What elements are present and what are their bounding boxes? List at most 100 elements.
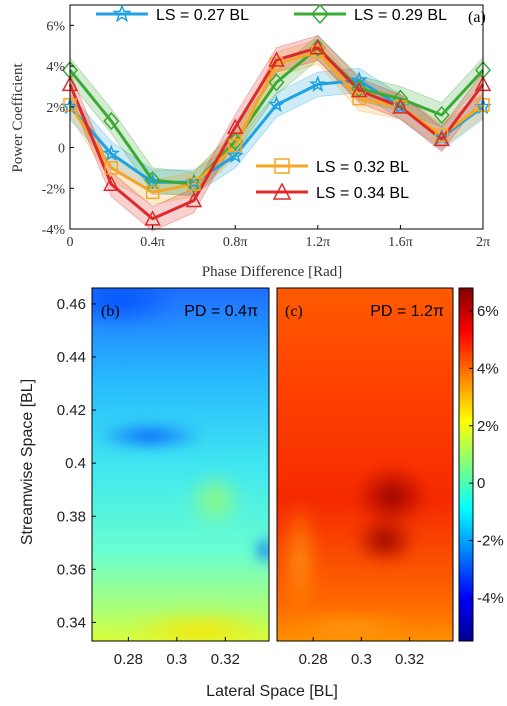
data-point bbox=[391, 97, 410, 115]
heatmap-x-axis-label: Lateral Space [BL] bbox=[206, 683, 338, 700]
y-tick-label: 0.44 bbox=[57, 349, 86, 366]
data-point bbox=[432, 128, 451, 145]
y-tick-label: 6% bbox=[46, 19, 65, 34]
legend-item: LS = 0.29 BL bbox=[294, 3, 447, 25]
data-point bbox=[268, 51, 285, 67]
panel-label-a: (a) bbox=[468, 9, 486, 26]
heatmap-panel-c: 0.28 0.3 0.32 (c) PD = 1.2π bbox=[276, 287, 454, 668]
y-tick-label: -2% bbox=[42, 182, 66, 197]
x-tick-label: 2π bbox=[476, 235, 490, 250]
y-tick-label: -4% bbox=[42, 223, 66, 238]
x-tick-label: 0.4π bbox=[140, 235, 165, 250]
data-point bbox=[226, 146, 244, 164]
line-chart-panel: 0 0.4π 0.8π 1.2π 1.6π 2π -4% -2% 0 2% 4% 6% Phase … bbox=[10, 3, 492, 280]
legend-marker bbox=[272, 182, 292, 200]
legend-item: LS = 0.32 BL bbox=[256, 158, 409, 176]
y-tick-label: 0.46 bbox=[57, 296, 86, 313]
heatmap-c-field bbox=[277, 288, 453, 641]
legend-item: LS = 0.34 BL bbox=[256, 182, 409, 202]
x-tick-label: 0.3 bbox=[351, 651, 372, 668]
data-point bbox=[103, 175, 120, 191]
heatmap-b-x-ticks: 0.28 0.3 0.32 bbox=[114, 637, 240, 668]
y-axis-ticks: -4% -2% 0 2% 4% 6% bbox=[42, 19, 74, 238]
data-point bbox=[226, 118, 244, 134]
x-tick-label: 1.2π bbox=[306, 235, 331, 250]
legend-item: LS = 0.27 BL bbox=[96, 3, 249, 24]
heatmap-b-y-ticks: 0.46 0.44 0.42 0.4 0.38 0.36 0.34 bbox=[57, 296, 96, 631]
data-point bbox=[309, 39, 327, 55]
x-tick-label: 0.28 bbox=[299, 651, 328, 668]
x-tick-label: 0.32 bbox=[211, 651, 240, 668]
legend-marker bbox=[274, 158, 290, 174]
series-lines bbox=[68, 45, 485, 221]
data-point bbox=[102, 144, 121, 162]
colorbar-tick-label: -2% bbox=[477, 533, 504, 550]
data-point bbox=[185, 191, 203, 208]
data-point bbox=[392, 89, 409, 108]
y-tick-label: 0.36 bbox=[57, 561, 86, 578]
heatmap-b-field bbox=[92, 288, 269, 641]
data-point bbox=[104, 161, 119, 175]
y-tick-label: 0.34 bbox=[57, 614, 86, 631]
colorbar-ticks: 6% 4% 2% 0 -2% -4% bbox=[469, 303, 504, 607]
data-point bbox=[434, 128, 449, 143]
data-point bbox=[143, 173, 162, 190]
panel-label-c: (c) bbox=[285, 303, 303, 320]
series-line bbox=[68, 45, 485, 186]
legend-label: LS = 0.32 BL bbox=[316, 159, 409, 176]
data-point bbox=[352, 91, 366, 106]
data-point bbox=[350, 81, 368, 98]
data-point bbox=[228, 138, 242, 153]
x-tick-label: 0.8π bbox=[223, 235, 248, 250]
heatmap-panel-b: 0.28 0.3 0.32 0.460.440.420.40.380.360.34 … bbox=[19, 287, 270, 668]
series-markers bbox=[61, 38, 492, 226]
colorbar-tick-label: 0 bbox=[477, 475, 485, 492]
data-point bbox=[433, 105, 450, 125]
data-point bbox=[144, 170, 161, 190]
x-tick-label: 0 bbox=[67, 235, 74, 250]
x-tick-label: 0.3 bbox=[166, 651, 187, 668]
heatmap-c-frame bbox=[276, 287, 454, 642]
legend-marker bbox=[310, 3, 330, 25]
plot-frame bbox=[69, 4, 484, 230]
legend-label: LS = 0.34 BL bbox=[316, 185, 409, 202]
x-axis-label: Phase Difference [Rad] bbox=[202, 264, 343, 280]
data-point bbox=[309, 75, 327, 92]
legend: LS = 0.27 BL LS = 0.29 BL LS = 0.32 BL LS =… bbox=[96, 3, 447, 202]
series-line bbox=[68, 46, 485, 221]
panel-label-b: (b) bbox=[101, 303, 120, 320]
data-point bbox=[268, 73, 285, 92]
x-tick-label: 0.32 bbox=[395, 651, 424, 668]
data-point bbox=[187, 177, 201, 191]
annotation-c: PD = 1.2π bbox=[370, 303, 444, 320]
y-tick-label: 0.42 bbox=[57, 402, 86, 419]
x-tick-label: 0.28 bbox=[114, 651, 143, 668]
legend-label: LS = 0.29 BL bbox=[354, 7, 447, 24]
y-tick-label: 2% bbox=[46, 101, 65, 116]
x-tick-label: 1.6π bbox=[388, 235, 413, 250]
data-point bbox=[145, 185, 160, 200]
x-axis-ticks: 0 0.4π 0.8π 1.2π 1.6π 2π bbox=[67, 225, 490, 250]
data-point bbox=[185, 173, 203, 190]
legend-marker bbox=[112, 3, 132, 23]
colorbar: 6% 4% 2% 0 -2% -4% bbox=[458, 287, 504, 642]
colorbar-tick-label: 6% bbox=[477, 303, 499, 320]
annotation-b: PD = 0.4π bbox=[184, 303, 258, 320]
heatmap-y-axis-label: Streamwise Space [BL] bbox=[19, 379, 36, 545]
y-tick-label: 0 bbox=[58, 142, 65, 157]
legend-label: LS = 0.27 BL bbox=[156, 7, 249, 24]
colorbar-tick-label: -4% bbox=[477, 590, 504, 607]
data-point bbox=[267, 95, 286, 113]
y-axis-label: Power Coefficient bbox=[10, 63, 26, 173]
data-point bbox=[144, 210, 161, 226]
heatmap-c-x-ticks: 0.28 0.3 0.32 bbox=[299, 637, 424, 668]
data-point bbox=[392, 98, 409, 114]
data-point bbox=[433, 130, 450, 147]
colorbar-tick-label: 2% bbox=[477, 418, 499, 435]
colorbar-tick-label: 4% bbox=[477, 360, 499, 377]
y-tick-label: 4% bbox=[46, 60, 65, 75]
y-tick-label: 0.38 bbox=[57, 508, 86, 525]
y-tick-label: 0.4 bbox=[65, 455, 86, 472]
data-point bbox=[103, 111, 120, 131]
